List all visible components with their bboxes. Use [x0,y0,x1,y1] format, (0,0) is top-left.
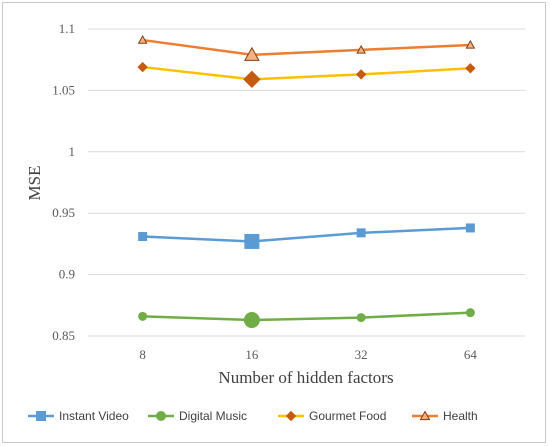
gridlines [88,28,525,337]
series-line-gourmet-food [142,65,471,81]
data-point-gourmet-food [355,69,367,80]
data-point-instant-video [356,228,366,238]
x-tick-label: 16 [245,347,259,362]
legend-label-health: Health [443,409,478,423]
data-point-health [244,46,260,61]
series-line-instant-video [142,226,471,243]
data-point-digital-music [465,308,475,318]
data-point-digital-music [356,313,366,323]
x-tick-label: 8 [139,347,146,362]
data-point-health [356,44,366,54]
data-point-instant-video [138,232,148,242]
y-tick-label: 1.1 [59,21,75,36]
data-point-digital-music [243,312,260,329]
legend-marker-gourmet-food [285,410,297,422]
y-tick-label: 0.85 [52,328,75,343]
x-axis-tick-labels: 8 16 32 64 [139,347,477,362]
legend-label-gourmet-food: Gourmet Food [309,409,386,423]
data-point-health [137,35,148,44]
y-tick-label: 1.05 [52,82,75,97]
x-tick-label: 64 [464,347,478,362]
y-tick-label: 0.95 [52,205,75,220]
legend-label-digital-music: Digital Music [179,409,247,423]
x-axis-title: Number of hidden factors [218,368,393,387]
series-line-health [142,38,471,57]
data-point-instant-video [244,233,260,249]
data-point-health [465,39,476,49]
legend-item-health: Health [412,409,478,423]
legend-label-instant-video: Instant Video [59,409,129,423]
legend-item-digital-music: Digital Music [148,409,247,423]
data-point-gourmet-food [465,63,476,74]
legend-marker-digital-music [156,411,166,421]
legend-item-gourmet-food: Gourmet Food [278,409,386,423]
y-tick-label: 1 [69,144,76,159]
y-axis-tick-labels: 0.85 0.9 0.95 1 1.05 1.1 [52,21,75,343]
data-point-gourmet-food [243,70,261,89]
legend-item-instant-video: Instant Video [28,409,129,423]
data-point-digital-music [138,311,148,321]
x-tick-label: 32 [355,347,368,362]
chart-frame [2,2,546,443]
y-axis-title: MSE [25,166,44,201]
data-point-gourmet-food [137,61,148,73]
data-point-instant-video [465,223,475,233]
legend-marker-instant-video [36,411,46,421]
series-lines [142,38,471,322]
series-line-digital-music [142,311,471,322]
legend-marker-health [419,410,431,421]
series-markers [137,35,476,329]
y-tick-label: 0.9 [59,267,75,282]
legend: Instant Video Digital Music Gourmet Food He… [28,409,478,423]
